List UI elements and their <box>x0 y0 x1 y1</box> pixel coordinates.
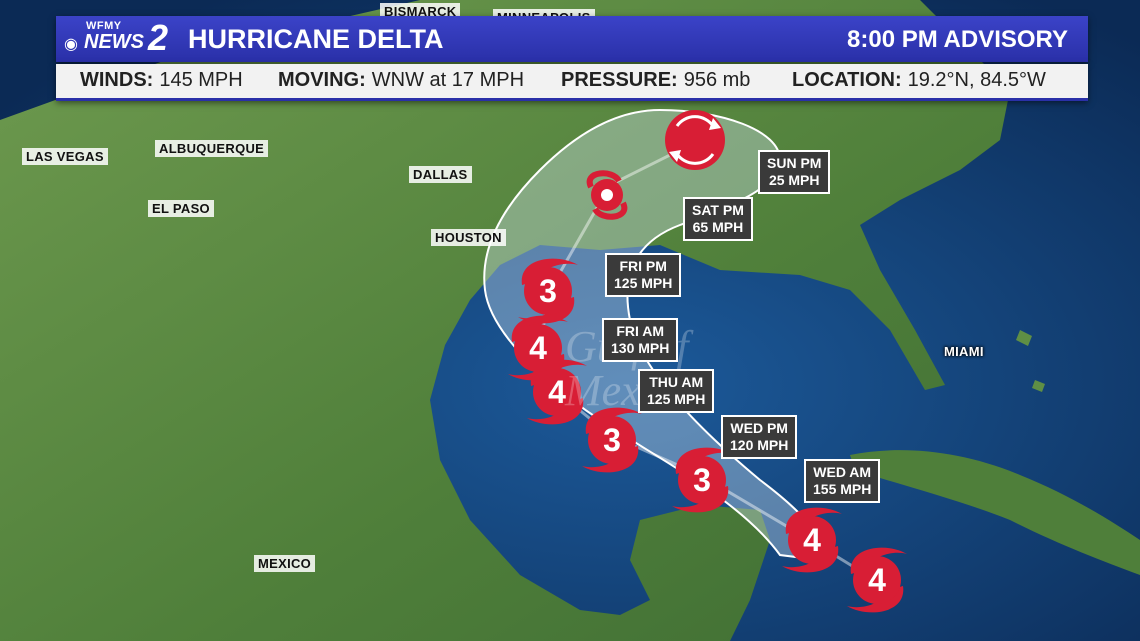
storm-category-label: 3 <box>603 422 621 458</box>
city-label-miami: MIAMI <box>944 344 984 359</box>
storm-body <box>533 368 581 416</box>
forecast-box-fri-am: FRI AM 130 MPH <box>602 318 679 362</box>
storm-category-label: 4 <box>548 374 566 410</box>
storm-icon-current: 4 <box>847 547 907 613</box>
storm-body <box>588 416 636 464</box>
storm-body <box>853 556 901 604</box>
storm-category-label: 4 <box>803 522 821 558</box>
storm-body <box>514 324 562 372</box>
city-label-albuquerque: ALBUQUERQUE <box>155 140 269 157</box>
forecast-box-sat-pm: SAT PM 65 MPH <box>683 197 753 241</box>
page-title: HURRICANE DELTA <box>188 24 444 54</box>
forecast-box-sun-pm: SUN PM 25 MPH <box>758 150 831 194</box>
city-label-bismarck: BISMARCK <box>380 3 461 20</box>
forecast-box-thu-am: THU AM 125 MPH <box>638 369 715 413</box>
forecast-box-wed-pm: WED PM 120 MPH <box>721 415 798 459</box>
storm-category-label: 3 <box>693 462 711 498</box>
forecast-box-fri-pm: FRI PM 125 MPH <box>605 253 682 297</box>
storm-category-label: 4 <box>529 330 547 366</box>
land-cuba <box>850 450 1140 575</box>
storm-spiral-icon <box>586 170 628 220</box>
stat-pressure: PRESSURE: 956 mb <box>561 69 751 91</box>
storm-icon-fri-pm: 3 <box>518 258 578 324</box>
advisory-time: 8:00 PM ADVISORY <box>847 26 1068 53</box>
storm-body <box>678 456 726 504</box>
storm-category-label: 4 <box>868 562 886 598</box>
storm-icon-wed-pm: 3 <box>672 447 732 513</box>
stat-moving: MOVING: WNW at 17 MPH <box>278 69 525 91</box>
stat-winds: WINDS: 145 MPH <box>80 69 243 91</box>
stat-location: LOCATION: 19.2°N, 84.5°W <box>792 69 1046 91</box>
storm-icon-thu-am: 3 <box>582 407 642 473</box>
station-logo: ◉ WFMY NEWS 2 <box>64 17 169 58</box>
land-north-america <box>0 0 1010 641</box>
city-label-houston: HOUSTON <box>431 229 506 246</box>
city-label-mexico: MEXICO <box>254 555 316 572</box>
storm-body <box>524 267 572 315</box>
cbs-eye-icon: ◉ <box>64 36 78 53</box>
header-bar: ◉ WFMY NEWS 2 HURRICANE DELTA 8:00 PM AD… <box>56 16 1088 62</box>
storm-icon-wed-am: 4 <box>782 507 842 573</box>
storm-body <box>788 516 836 564</box>
stats-bar: WINDS: 145 MPH MOVING: WNW at 17 MPH PRESS… <box>56 64 1088 101</box>
city-label-el-paso: EL PASO <box>148 200 214 217</box>
city-label-las-vegas: LAS VEGAS <box>22 148 108 165</box>
clockwise-arrows-icon <box>665 110 725 170</box>
storm-icon-fri-am: 4 <box>508 315 568 381</box>
forecast-box-wed-am: WED AM 155 MPH <box>804 459 881 503</box>
city-label-dallas: DALLAS <box>409 166 472 183</box>
land-bahamas <box>1016 330 1045 392</box>
storm-category-label: 3 <box>539 273 557 309</box>
